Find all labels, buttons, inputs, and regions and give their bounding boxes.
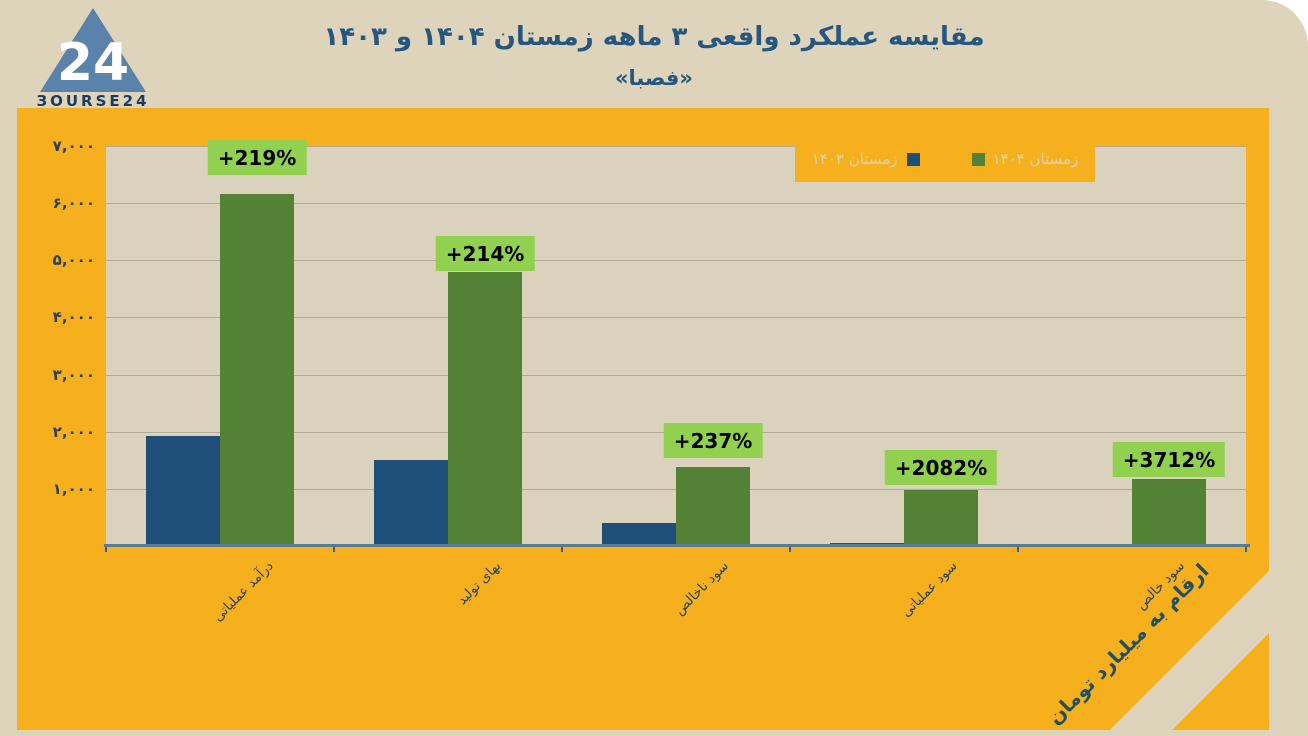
chart-panel: +219% +214% +237% +2082% +3712% زمستان ۱۴۰۳ … [17, 108, 1269, 730]
growth-pct-label: +237% [663, 423, 763, 458]
axis-tick [561, 547, 563, 552]
bar-zemestan-1404 [1132, 479, 1206, 546]
bourse24-logo-text: ЗOURSE24 [36, 92, 150, 110]
y-tick-label: ۳,۰۰۰ [52, 365, 95, 384]
gridline [106, 260, 1246, 262]
growth-pct-label: +2082% [884, 450, 998, 485]
bar-zemestan-1403 [146, 436, 220, 546]
bar-zemestan-1404 [676, 467, 750, 546]
y-tick-label: ۱,۰۰۰ [52, 479, 95, 498]
bar-zemestan-1403 [374, 460, 448, 546]
growth-pct-label: +219% [207, 140, 307, 175]
x-tick-label: سود ناخالص [671, 558, 733, 619]
x-tick-label: سود عملیاتی [897, 558, 961, 621]
bar-zemestan-1404 [448, 272, 522, 546]
chart-legend: زمستان ۱۴۰۳ زمستان ۱۴۰۴ [795, 136, 1095, 182]
gridline [106, 317, 1246, 319]
bourse24-triangle-icon: 24 [40, 8, 146, 93]
y-tick-label: ۶,۰۰۰ [52, 194, 95, 213]
axis-tick [1017, 547, 1019, 552]
bar-zemestan-1404 [904, 490, 978, 546]
axis-tick [105, 547, 107, 552]
plot-area: +219% +214% +237% +2082% +3712% [106, 140, 1246, 546]
gridline [106, 374, 1246, 376]
chart-title: مقایسه عملکرد واقعی ۳ ماهه زمستان ۱۴۰۴ و… [323, 22, 985, 52]
svg-text:24: 24 [57, 33, 129, 93]
gridline [106, 203, 1246, 205]
legend-swatch-1404 [971, 152, 985, 166]
chart-header: مقایسه عملکرد واقعی ۳ ماهه زمستان ۱۴۰۴ و… [0, 0, 1308, 90]
growth-pct-label: +3712% [1112, 442, 1226, 477]
bar-zemestan-1404 [220, 194, 294, 546]
growth-pct-label: +214% [435, 236, 535, 271]
gridline [106, 146, 1246, 147]
bourse24-logo: 24 ЗOURSE24 [28, 6, 158, 110]
x-axis-line [104, 544, 1250, 547]
axis-tick [789, 547, 791, 552]
y-tick-label: ۴,۰۰۰ [52, 308, 95, 327]
bar-zemestan-1403 [602, 523, 676, 546]
axis-tick [333, 547, 335, 552]
x-tick-label: بهای تولید [454, 558, 505, 609]
y-tick-label: ۷,۰۰۰ [52, 137, 95, 155]
legend-swatch-1403 [906, 152, 920, 166]
legend-label-1403: زمستان ۱۴۰۳ [811, 150, 898, 168]
legend-label-1404: زمستان ۱۴۰۴ [992, 150, 1079, 168]
y-tick-label: ۲,۰۰۰ [52, 422, 95, 441]
chart-subtitle-ticker: «فصبا» [614, 66, 694, 90]
axis-tick [1245, 547, 1247, 552]
y-tick-label: ۵,۰۰۰ [52, 251, 95, 270]
x-tick-label: درآمد عملیاتی [209, 558, 277, 625]
